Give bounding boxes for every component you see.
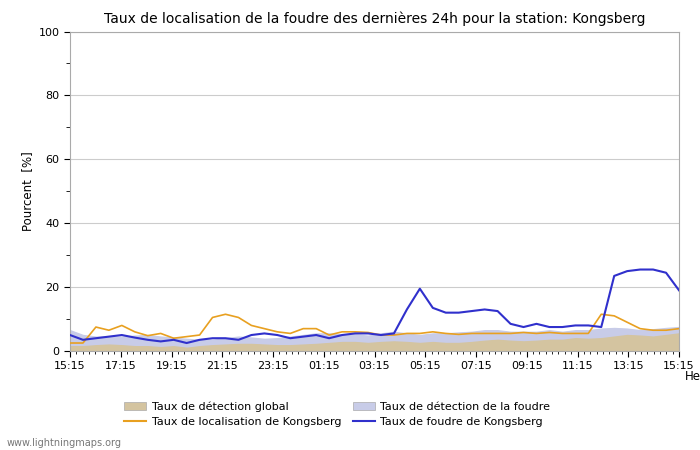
Y-axis label: Pourcent  [%]: Pourcent [%]	[22, 151, 34, 231]
Text: www.lightningmaps.org: www.lightningmaps.org	[7, 438, 122, 448]
Text: Heure: Heure	[685, 370, 700, 383]
Legend: Taux de détection global, Taux de localisation de Kongsberg, Taux de détection d: Taux de détection global, Taux de locali…	[125, 401, 550, 428]
Title: Taux de localisation de la foudre des dernières 24h pour la station: Kongsberg: Taux de localisation de la foudre des de…	[104, 12, 645, 26]
